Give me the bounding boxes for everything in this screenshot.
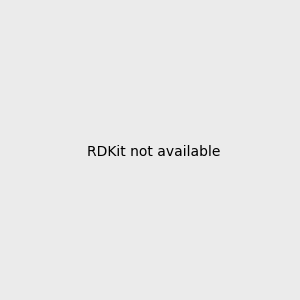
Text: RDKit not available: RDKit not available <box>87 145 220 158</box>
